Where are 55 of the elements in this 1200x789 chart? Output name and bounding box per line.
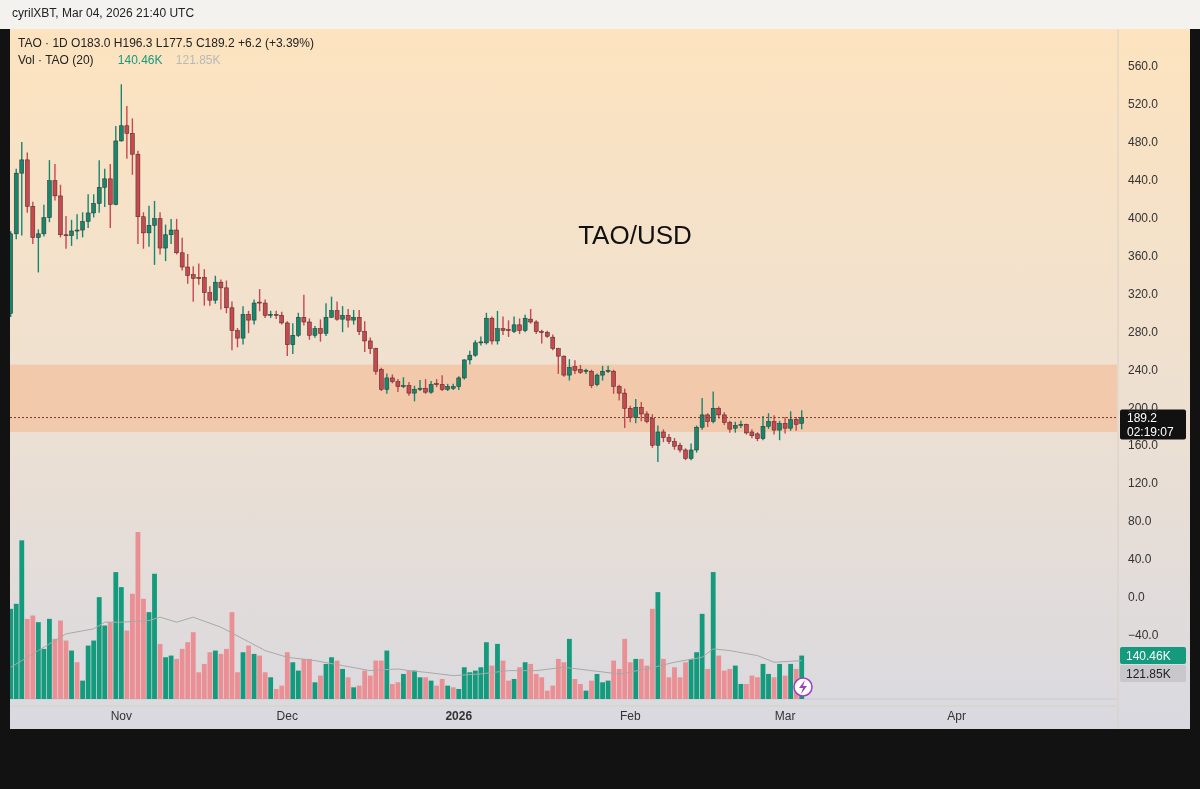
y-tick-label: 80.0 — [1128, 514, 1152, 529]
text: cyrilXBT, Mar 04, 2026 21:40 UTC — [12, 6, 195, 20]
bar — [401, 673, 406, 699]
bar — [318, 675, 323, 699]
text: 121.85K — [175, 53, 221, 67]
text: 02:19:07 — [1127, 424, 1175, 439]
bar — [777, 663, 782, 699]
bar — [589, 680, 594, 699]
y-tick-label: 440.0 — [1128, 172, 1159, 187]
bar — [423, 677, 428, 699]
bar — [345, 677, 351, 699]
bar — [268, 677, 274, 699]
x-tick-label: Apr — [947, 709, 966, 723]
y-tick-label: 520.0 — [1128, 97, 1159, 112]
y-tick-label: 400.0 — [1128, 210, 1159, 225]
bar — [351, 687, 357, 699]
bar — [633, 658, 639, 699]
bar — [384, 650, 390, 699]
bar — [710, 572, 716, 699]
annotation: TAO/USD — [578, 219, 692, 250]
y-tick-label: 560.0 — [1128, 59, 1159, 74]
y-tick-label: 40.0 — [1128, 552, 1152, 567]
bar — [522, 662, 528, 699]
bar — [655, 592, 661, 699]
bar — [705, 668, 711, 699]
y-tick-label: 120.0 — [1128, 476, 1159, 491]
y-tick-label: 0.0 — [1128, 590, 1146, 605]
bar — [212, 650, 218, 699]
bar — [495, 643, 500, 699]
y-tick-label: 320.0 — [1128, 286, 1159, 301]
y-tick-label: −40.0 — [1128, 628, 1159, 643]
bar — [340, 668, 345, 699]
bar — [450, 687, 456, 699]
x-tick-label: Mar — [774, 709, 796, 723]
x-tick-label: Feb — [619, 709, 641, 723]
chart-title: Vol · TAO (20) — [18, 53, 94, 67]
y-tick-label: 160.0 — [1128, 438, 1159, 453]
bar — [445, 685, 451, 699]
bar — [782, 675, 788, 699]
bar — [107, 622, 113, 699]
bar — [517, 667, 522, 699]
x-tick-label: 2026 — [445, 709, 473, 723]
text: 140.46K — [117, 53, 163, 67]
x-tick-label: Dec — [276, 709, 298, 723]
y-tick-label: 240.0 — [1128, 362, 1159, 377]
text: TAO · 1D O183.0 H196.3 L177.5 C189.2 +6.2 (+3.39%) — [18, 36, 314, 50]
y-tick-label: 360.0 — [1128, 248, 1159, 263]
bar — [246, 645, 251, 699]
x-tick-label: Nov — [110, 709, 132, 723]
y-tick-label: 480.0 — [1128, 135, 1159, 150]
bar — [566, 638, 572, 699]
y-tick-label: 280.0 — [1128, 324, 1159, 339]
text: 121.85K — [1126, 667, 1171, 681]
bar — [69, 650, 74, 699]
text: 140.46K — [1126, 649, 1171, 663]
